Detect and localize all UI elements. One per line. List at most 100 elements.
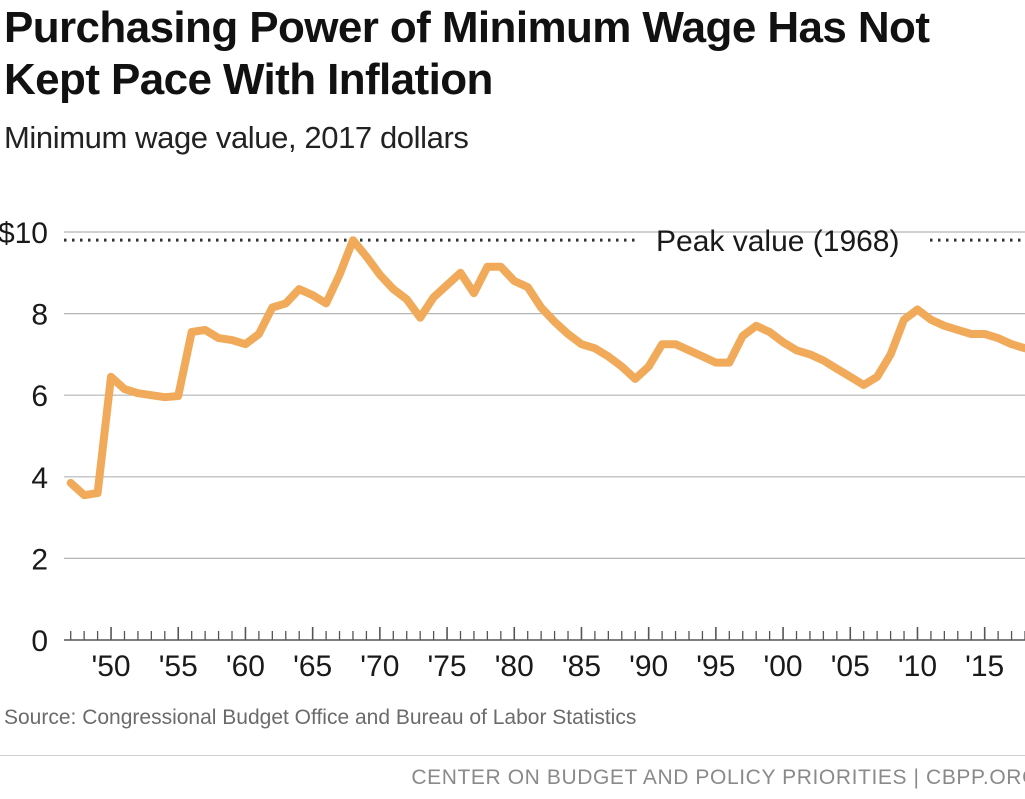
data-point [877, 376, 878, 377]
data-point [621, 366, 622, 367]
data-point [689, 350, 690, 351]
chart-title: Purchasing Power of Minimum Wage Has Not… [4, 3, 930, 104]
data-point [151, 395, 152, 396]
data-point [420, 317, 421, 318]
x-tick-label: '80 [495, 650, 534, 683]
data-point [796, 350, 797, 351]
data-point [460, 272, 461, 273]
data-point [393, 289, 394, 290]
data-point [810, 354, 811, 355]
data-point [326, 303, 327, 304]
data-point [769, 332, 770, 333]
chart-subtitle: Minimum wage value, 2017 dollars [4, 120, 469, 155]
y-tick-label: 4 [31, 462, 48, 495]
data-point [662, 344, 663, 345]
data-point [581, 344, 582, 345]
y-tick-label: $10 [0, 217, 48, 250]
gridlines [64, 231, 1025, 560]
data-point [984, 334, 985, 335]
data-point [218, 338, 219, 339]
y-tick-label: 2 [31, 543, 48, 576]
data-point [97, 493, 98, 494]
data-point [863, 385, 864, 386]
x-tick-label: '70 [360, 650, 399, 683]
data-point [930, 319, 931, 320]
data-point [433, 297, 434, 298]
source-note: Source: Congressional Budget Office and … [4, 706, 637, 729]
data-point [178, 396, 179, 397]
x-tick-label: '00 [764, 650, 803, 683]
data-point [191, 332, 192, 333]
data-point [258, 334, 259, 335]
data-point [823, 360, 824, 361]
data-point [971, 334, 972, 335]
x-tick-label: '95 [696, 650, 735, 683]
footer-credit: CENTER ON BUDGET AND POLICY PRIORITIES |… [411, 766, 1025, 789]
data-point [70, 482, 71, 483]
data-point [715, 362, 716, 363]
y-axis-tick-labels: 0 2 4 6 8 $10 [0, 217, 48, 658]
data-point [836, 368, 837, 369]
data-point [783, 342, 784, 343]
data-point [137, 393, 138, 394]
data-point [608, 356, 609, 357]
x-tick-label: '60 [226, 650, 265, 683]
data-point [245, 344, 246, 345]
data-point [232, 340, 233, 341]
data-point [742, 336, 743, 337]
data-point [850, 376, 851, 377]
series-line-minimum-wage [66, 236, 1025, 500]
y-tick-label: 0 [31, 625, 48, 658]
y-tick-label: 6 [31, 380, 48, 413]
series-layer [66, 236, 1025, 500]
x-tick-label: '90 [629, 650, 668, 683]
footer-divider [0, 755, 1025, 756]
data-point [473, 293, 474, 294]
data-point [366, 256, 367, 257]
data-point [205, 329, 206, 330]
data-point [917, 309, 918, 310]
data-point [124, 389, 125, 390]
data-point [500, 266, 501, 267]
data-point [353, 240, 354, 241]
data-point [541, 307, 542, 308]
peak-annotation: Peak value (1968) [64, 225, 1025, 258]
data-point [944, 325, 945, 326]
data-point [904, 319, 905, 320]
x-tick-label: '50 [91, 650, 130, 683]
data-point [635, 378, 636, 379]
data-point [84, 495, 85, 496]
data-point [447, 285, 448, 286]
data-point [594, 348, 595, 349]
x-tick-label: '10 [898, 650, 937, 683]
data-point [648, 366, 649, 367]
data-point [702, 356, 703, 357]
data-point [379, 274, 380, 275]
data-point [568, 334, 569, 335]
y-tick-label: 8 [31, 299, 48, 332]
data-point [675, 344, 676, 345]
data-point [514, 281, 515, 282]
x-tick-label: '65 [293, 650, 332, 683]
data-point [339, 274, 340, 275]
data-point [299, 289, 300, 290]
data-point [527, 287, 528, 288]
x-axis: '50 '55 '60 '65 '70 '75 '80 '85 '90 '95 '00 '05 '10 '… [64, 627, 1025, 683]
data-point [1011, 344, 1012, 345]
data-point [111, 376, 112, 377]
data-point [406, 299, 407, 300]
data-point [890, 354, 891, 355]
data-point [957, 329, 958, 330]
data-point [554, 321, 555, 322]
data-point [487, 266, 488, 267]
data-point [164, 397, 165, 398]
line-chart: 0 2 4 6 8 $10 Peak value (1968) '50 '55 '60 '65 '… [0, 217, 1025, 683]
x-tick-label: '85 [562, 650, 601, 683]
x-tick-label: '75 [428, 650, 467, 683]
data-point [998, 338, 999, 339]
peak-annotation-label: Peak value (1968) [656, 225, 900, 258]
data-point [285, 303, 286, 304]
data-point [729, 362, 730, 363]
x-tick-label: '55 [159, 650, 198, 683]
data-point [272, 307, 273, 308]
